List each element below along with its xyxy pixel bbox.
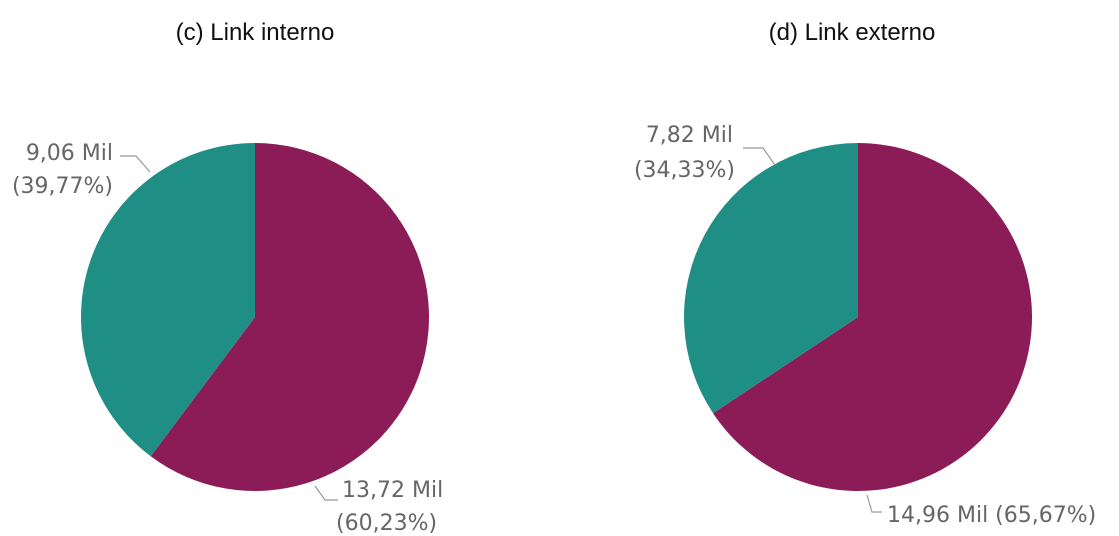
- chart-c-slice-0: [150, 143, 430, 492]
- chart-d-leader-1: [743, 147, 776, 166]
- chart-c-label-1-line2: (39,77%): [12, 174, 113, 199]
- chart-c-slice-1: [81, 143, 255, 457]
- chart-d-label-1-line2: (34,33%): [634, 158, 735, 183]
- chart-d-slice-1: [684, 143, 858, 414]
- chart-c: (c) Link interno 9,06 Mil (39,77%) 13,72…: [12, 19, 443, 536]
- chart-c-label-0-line1: 13,72 Mil: [342, 478, 443, 503]
- chart-d-leader-0: [866, 494, 882, 513]
- chart-c-leader-1: [120, 155, 151, 173]
- chart-d-title: (d) Link externo: [769, 19, 936, 46]
- chart-c-leader-0: [314, 485, 338, 501]
- chart-d-slice-0: [713, 143, 1032, 491]
- chart-c-title: (c) Link interno: [176, 19, 335, 46]
- chart-d-label-1-line1: 7,82 Mil: [646, 123, 733, 148]
- chart-d: (d) Link externo 7,82 Mil (34,33%) 14,96…: [634, 19, 1096, 528]
- chart-c-label-0-line2: (60,23%): [336, 511, 437, 536]
- chart-d-label-0-line1: 14,96 Mil (65,67%): [887, 503, 1096, 528]
- chart-c-label-1-line1: 9,06 Mil: [26, 141, 113, 166]
